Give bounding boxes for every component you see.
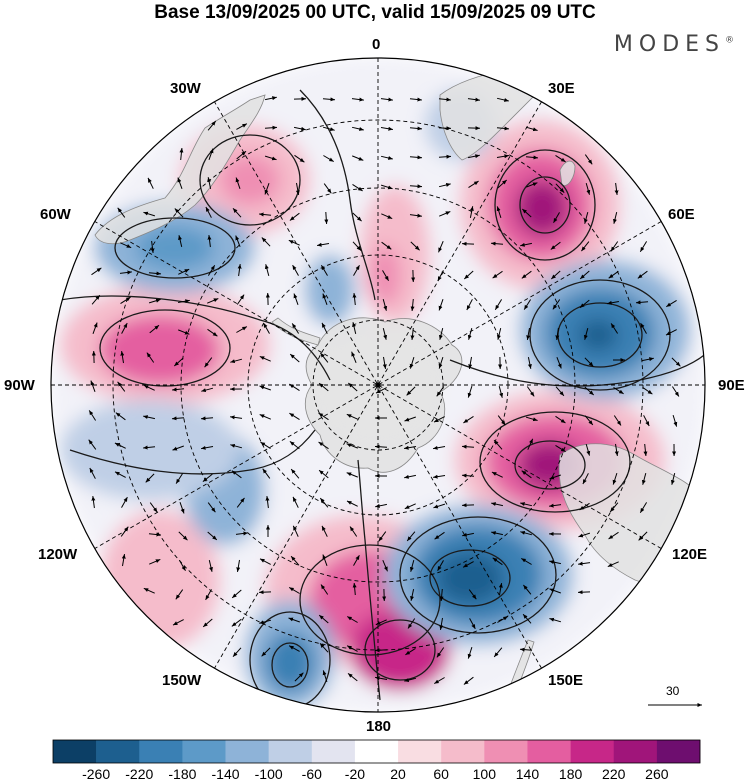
colorbar-tick-label: -60 xyxy=(302,766,322,782)
anomaly-negative-60e xyxy=(578,319,618,351)
colorbar-tick-label: -20 xyxy=(345,766,365,782)
wind-arrow xyxy=(578,592,590,593)
colorbar-tick-label: -100 xyxy=(255,766,283,782)
colorbar-swatch xyxy=(441,740,484,763)
colorbar-swatch xyxy=(226,740,269,763)
label-150e: 150E xyxy=(548,672,583,689)
wind-arrow xyxy=(375,447,387,448)
colorbar-tick-label: -140 xyxy=(212,766,240,782)
colorbar-tick-label: -260 xyxy=(82,766,110,782)
colorbar-tick-label: 20 xyxy=(390,766,406,782)
wind-arrow xyxy=(259,592,271,593)
colorbar-tick-label: -180 xyxy=(168,766,196,782)
colorbar-tick-label: 220 xyxy=(602,766,625,782)
colorbar-swatch xyxy=(398,740,441,763)
colorbar-swatch xyxy=(527,740,570,763)
label-90w: 90W xyxy=(4,377,35,394)
colorbar-tick-label: 100 xyxy=(473,766,496,782)
label-60e: 60E xyxy=(668,206,695,223)
anomaly-negative-100w xyxy=(60,400,240,500)
colorbar-tick-label: -220 xyxy=(125,766,153,782)
colorbar-swatch xyxy=(571,740,614,763)
label-30w: 30W xyxy=(170,80,201,97)
colorbar-swatch xyxy=(139,740,182,763)
colorbar-tick-label: 180 xyxy=(559,766,582,782)
label-180: 180 xyxy=(366,718,391,735)
colorbar-swatch xyxy=(182,740,225,763)
colorbar-swatch xyxy=(484,740,527,763)
label-0: 0 xyxy=(372,36,380,53)
label-120w: 120W xyxy=(38,546,77,563)
colorbar-swatch xyxy=(96,740,139,763)
label-150w: 150W xyxy=(162,672,201,689)
colorbar-swatch xyxy=(312,740,355,763)
label-120e: 120E xyxy=(672,546,707,563)
colorbar-swatch xyxy=(657,740,700,763)
colorbar-tick-label: 60 xyxy=(433,766,449,782)
colorbar-tick-label: 260 xyxy=(645,766,668,782)
colorbar-labels: -260 -220 -180 -140 -100 -60 -20 20 60 100 140 180 2… xyxy=(0,766,750,784)
label-60w: 60W xyxy=(40,206,71,223)
south-pole-dot xyxy=(376,383,381,388)
wind-arrow xyxy=(462,244,474,245)
label-90e: 90E xyxy=(718,377,745,394)
colorbar-swatch xyxy=(614,740,657,763)
wind-arrow xyxy=(462,505,474,506)
colorbar-swatch xyxy=(355,740,398,763)
colorbar-tick-label: 140 xyxy=(516,766,539,782)
colorbar-swatch xyxy=(269,740,312,763)
colorbar-swatch xyxy=(53,740,96,763)
label-30e: 30E xyxy=(548,80,575,97)
anomaly-negative-150e xyxy=(436,552,504,604)
map-disk xyxy=(40,50,720,730)
anomaly-negative-polar xyxy=(305,255,355,325)
colorbar xyxy=(53,740,700,763)
reference-vector-label: 30 xyxy=(666,684,679,698)
